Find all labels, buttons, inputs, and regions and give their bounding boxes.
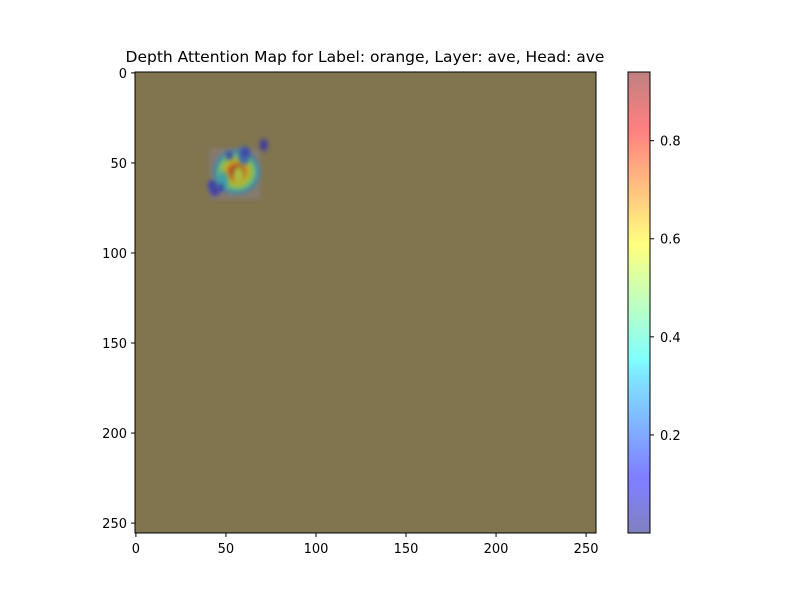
heatmap-cell [211, 187, 219, 197]
heatmap-cell [208, 180, 215, 189]
x-tick-label: 150 [394, 542, 419, 557]
y-tick-label: 200 [102, 427, 127, 442]
colorbar-tick-label: 0.4 [660, 331, 681, 346]
heatmap-cell [226, 151, 233, 161]
y-tick-label: 250 [102, 517, 127, 532]
x-tick-label: 50 [218, 542, 235, 557]
heatmap-hotspot-layer [208, 138, 268, 199]
x-tick-label: 250 [574, 542, 599, 557]
heatmap-cell [217, 183, 224, 193]
colorbar [628, 72, 650, 533]
colorbar-axis: 0.2 0.4 0.6 0.8 [650, 135, 681, 444]
colorbar-tick-label: 0.8 [660, 135, 681, 150]
heatmap-cell [259, 138, 268, 152]
y-tick-label: 50 [110, 157, 127, 172]
plot-frame [134, 71, 597, 534]
y-tick-label: 100 [102, 247, 127, 262]
chart-title: Depth Attention Map for Label: orange, L… [125, 48, 605, 66]
x-tick-label: 100 [304, 542, 329, 557]
x-tick-label: 200 [484, 542, 509, 557]
heatmap-cell [242, 147, 249, 157]
heatmap-background [135, 72, 596, 533]
colorbar-tick-label: 0.6 [660, 233, 681, 248]
y-tick-label: 0 [119, 67, 127, 82]
colorbar-frame [627, 71, 651, 534]
x-axis: 0 50 100 150 200 250 [132, 533, 599, 557]
x-tick-label: 0 [132, 542, 140, 557]
y-tick-label: 150 [102, 337, 127, 352]
colorbar-tick-label: 0.2 [660, 429, 681, 444]
heatmap-cell [232, 166, 245, 185]
y-axis: 0 50 100 150 200 250 [102, 67, 135, 532]
